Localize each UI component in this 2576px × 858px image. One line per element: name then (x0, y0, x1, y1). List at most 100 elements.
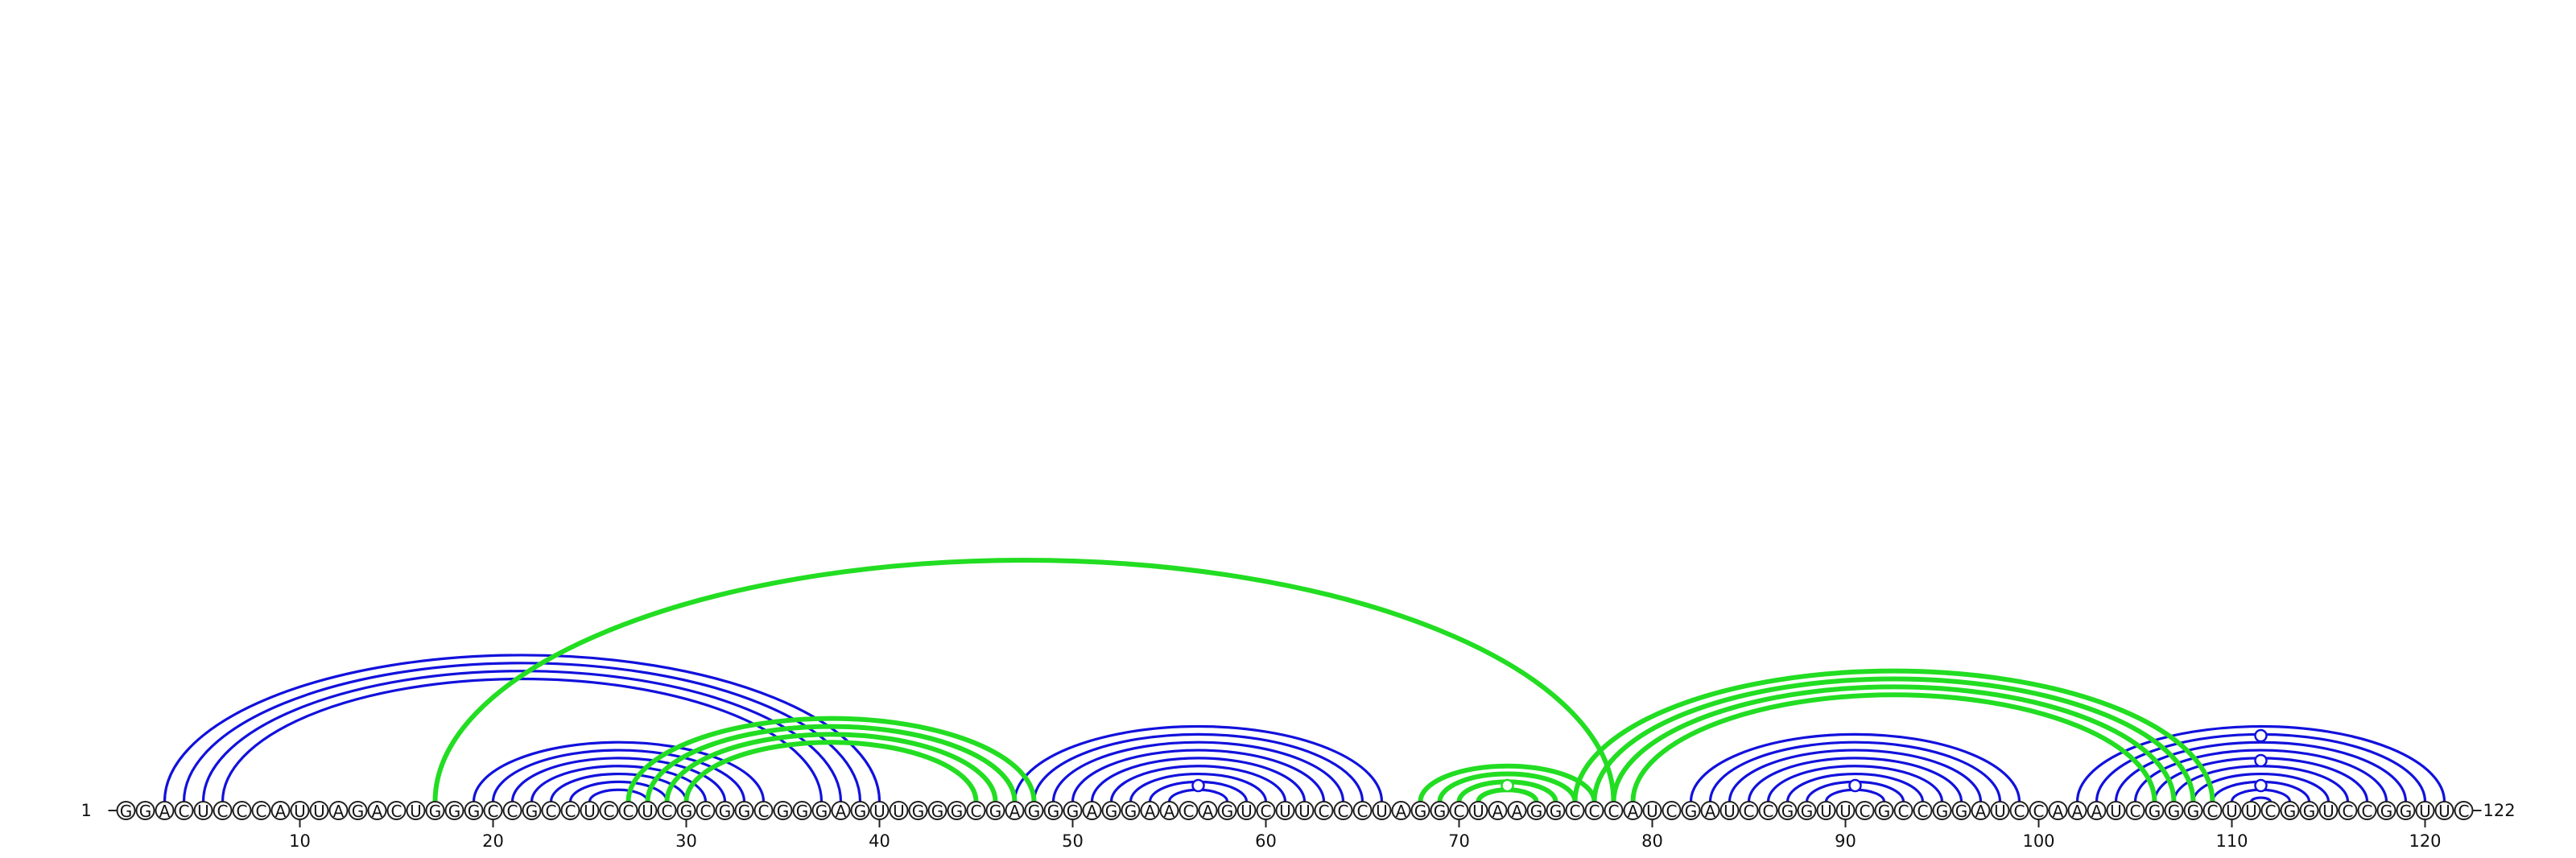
nucleotide: A (2067, 801, 2087, 821)
base-pair-arc (1766, 765, 1944, 802)
base-pair-arc (2191, 772, 2330, 802)
nucleotide: G (676, 801, 696, 821)
nucleotide: U (1372, 801, 1392, 821)
nucleotide-circle (1623, 801, 1643, 820)
base-pair-arc (1051, 740, 1345, 802)
nucleotide: C (251, 801, 271, 821)
nucleotide-circle (309, 801, 329, 820)
nucleotide-letter: U (1279, 802, 1291, 821)
nucleotide-letter: U (1724, 802, 1736, 821)
nucleotide: C (1604, 801, 1624, 821)
nucleotide-letter: C (217, 802, 229, 821)
helix (1013, 724, 1384, 802)
nucleotide: C (1314, 801, 1334, 821)
nucleotide-circle (444, 801, 464, 820)
nucleotide-circle (1584, 801, 1604, 820)
nucleotide: C (657, 801, 677, 821)
nucleotide: G (1526, 801, 1546, 821)
base-pair-arc (1591, 676, 2196, 802)
nucleotide-circle (966, 801, 986, 820)
nucleotide: U (406, 801, 426, 821)
nucleotide-circle (2299, 801, 2319, 820)
nucleotide: U (290, 801, 310, 821)
nucleotide-circle (850, 801, 870, 820)
nucleotide: C (483, 801, 503, 821)
nucleotide-letter: U (2438, 802, 2450, 821)
nucleotide-letter: U (1241, 802, 1253, 821)
nucleotide-letter: A (1164, 802, 1175, 821)
nucleotide: C (966, 801, 986, 821)
nucleotide-circle (638, 801, 658, 820)
nucleotide-circle (270, 801, 291, 820)
nucleotide-letter: A (333, 802, 345, 821)
nucleotide-letter: G (1936, 802, 1949, 821)
nucleotide: A (367, 801, 387, 821)
nucleotide-circle (251, 801, 271, 820)
nucleotide-letter: G (2284, 802, 2297, 821)
nucleotide-letter: G (1781, 802, 1794, 821)
base-pair-arc (1032, 732, 1364, 802)
base-pair-arc (549, 772, 688, 802)
nucleotide-letter: C (179, 802, 190, 821)
nucleotide-letter: C (1338, 802, 1349, 821)
axis-ticks: 10 20 30 40 50 60 70 80 90 100 110 120 (289, 819, 2442, 851)
nucleotide-letter: G (796, 802, 809, 821)
nucleotide-circle (792, 801, 812, 820)
nucleotide: A (1140, 801, 1160, 821)
nucleotide: A (831, 801, 851, 821)
nucleotide: U (580, 801, 600, 821)
nucleotide-letter: U (1472, 802, 1484, 821)
nucleotide-letter: A (836, 802, 847, 821)
nucleotide-letter: U (1298, 802, 1311, 821)
nucleotide-circle (406, 801, 426, 820)
nucleotide-letter: G (2187, 802, 2200, 821)
nucleotide: U (193, 801, 213, 821)
nucleotide-circle (2106, 801, 2126, 820)
nucleotide-letter: G (468, 802, 481, 821)
tick-label: 80 (1641, 831, 1663, 851)
nucleotide: C (502, 801, 522, 821)
nucleotide-circle (135, 801, 155, 820)
nucleotide: U (1835, 801, 1856, 821)
base-pair-arc (1611, 684, 2177, 802)
nucleotide: A (1082, 801, 1102, 821)
nucleotide: G (1777, 801, 1798, 821)
nucleotide-letter: C (2265, 802, 2277, 821)
nucleotide-circle (2009, 801, 2029, 820)
nucleotide-letter: C (2343, 802, 2354, 821)
tick-label: 10 (289, 831, 311, 851)
nucleotide-letter: A (1009, 802, 1021, 821)
nucleotide-letter: G (2149, 802, 2161, 821)
nucleotide-letter: G (1530, 802, 1543, 821)
nucleotide-letter: U (1839, 802, 1852, 821)
nucleotide: G (2145, 801, 2165, 821)
nucleotide-circle (1797, 801, 1817, 820)
nucleotide-circle (328, 801, 349, 820)
nucleotide-circle (1893, 801, 1913, 820)
nucleotide-circle (2164, 801, 2184, 820)
base-pair-arc (1418, 763, 1597, 802)
base-pair-arc (625, 716, 1037, 802)
nucleotide-letter: U (2226, 802, 2238, 821)
hairpin-loop-marker (2254, 728, 2268, 743)
nucleotide-circle (2338, 801, 2358, 820)
nucleotide: G (1681, 801, 1701, 821)
nucleotide: G (1024, 801, 1044, 821)
nucleotide-letter: G (2168, 802, 2181, 821)
nucleotide: G (444, 801, 464, 821)
nucleotide-letter: G (2400, 802, 2413, 821)
nucleotide-letter: C (604, 802, 615, 821)
nucleotide-circle (1217, 801, 1237, 820)
hairpin-loop-marker (2254, 753, 2268, 768)
nucleotide-letter: G (139, 802, 152, 821)
nucleotide: C (599, 801, 619, 821)
nucleotide-circle (541, 801, 561, 820)
nucleotide: U (1294, 801, 1315, 821)
nucleotide-circle (1565, 801, 1585, 820)
nucleotide-letter: C (1357, 802, 1368, 821)
nucleotide-circle (831, 801, 851, 820)
nucleotide-letter: U (1994, 802, 2006, 821)
nucleotide-letter: G (931, 802, 944, 821)
nucleotide-letter: U (2419, 802, 2431, 821)
